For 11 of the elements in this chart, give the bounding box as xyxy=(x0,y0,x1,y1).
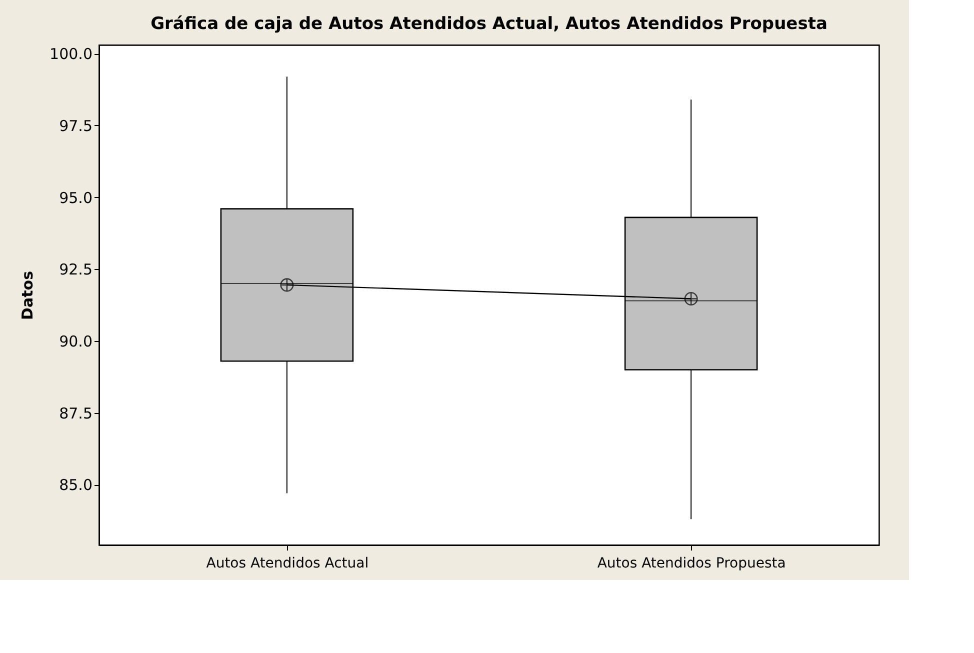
y-tick-label: 95.0 xyxy=(59,188,92,207)
y-axis-title: Datos xyxy=(18,270,37,320)
x-tick-label: Autos Atendidos Propuesta xyxy=(597,556,786,572)
y-tick-label: 100.0 xyxy=(50,45,92,64)
chart-title: Gráfica de caja de Autos Atendidos Actual, Autos Atendidos Propuesta xyxy=(150,14,828,34)
y-tick-label: 90.0 xyxy=(59,332,92,350)
y-tick-label: 92.5 xyxy=(59,260,92,279)
y-tick-label: 97.5 xyxy=(59,116,92,135)
x-tick-label: Autos Atendidos Actual xyxy=(206,556,369,572)
y-tick-label: 85.0 xyxy=(59,476,92,494)
y-tick-label: 87.5 xyxy=(59,404,92,422)
